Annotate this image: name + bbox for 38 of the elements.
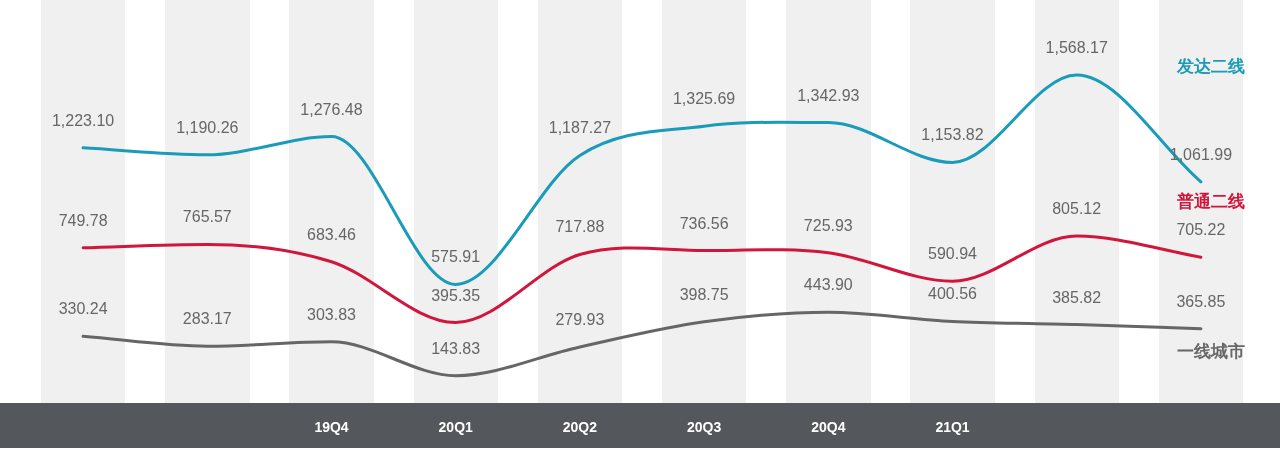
data-label: 705.22 xyxy=(1176,221,1226,239)
data-label: 1,223.10 xyxy=(51,111,115,129)
data-label: 443.90 xyxy=(803,276,853,294)
x-tick-label: 20Q4 xyxy=(811,419,846,435)
data-label: 1,276.48 xyxy=(300,100,363,118)
data-label: 765.57 xyxy=(182,208,232,226)
data-label: 590.94 xyxy=(928,245,978,263)
data-label: 717.88 xyxy=(555,218,605,236)
data-label: 398.75 xyxy=(679,285,729,303)
data-label: 1,153.82 xyxy=(921,126,984,144)
text: 普通二线 xyxy=(1176,191,1245,212)
data-label: 395.35 xyxy=(431,286,481,304)
text: 发达二线 xyxy=(1176,56,1245,76)
data-label: 805.12 xyxy=(1052,200,1102,218)
x-tick-label: 20Q2 xyxy=(562,419,598,435)
data-label: 143.83 xyxy=(431,339,481,357)
data-label: 749.78 xyxy=(58,211,108,229)
data-label: 1,325.69 xyxy=(672,90,736,108)
x-tick-label: 20Q1 xyxy=(438,419,474,435)
data-label: 400.56 xyxy=(928,285,978,303)
data-label: 1,342.93 xyxy=(797,86,860,104)
data-label: 330.24 xyxy=(58,300,108,318)
x-tick-label: 21Q1 xyxy=(935,419,970,435)
data-label: 683.46 xyxy=(307,225,357,243)
series-label: 一线城市 xyxy=(1177,341,1245,361)
x-tick-label: 20Q3 xyxy=(686,419,722,435)
data-label: 725.93 xyxy=(803,216,853,234)
data-label: 283.17 xyxy=(182,310,232,328)
data-label: 365.85 xyxy=(1176,292,1226,310)
data-label: 303.83 xyxy=(307,305,357,323)
data-label: 279.93 xyxy=(555,310,605,328)
data-label: 385.82 xyxy=(1052,288,1102,306)
data-label: 1,187.27 xyxy=(548,119,612,137)
data-label: 736.56 xyxy=(679,214,729,232)
data-label: 1,568.17 xyxy=(1045,39,1108,56)
data-label: 1,190.26 xyxy=(176,118,239,136)
x-tick-label: 19Q4 xyxy=(314,419,349,435)
data-label: 575.91 xyxy=(431,248,481,266)
